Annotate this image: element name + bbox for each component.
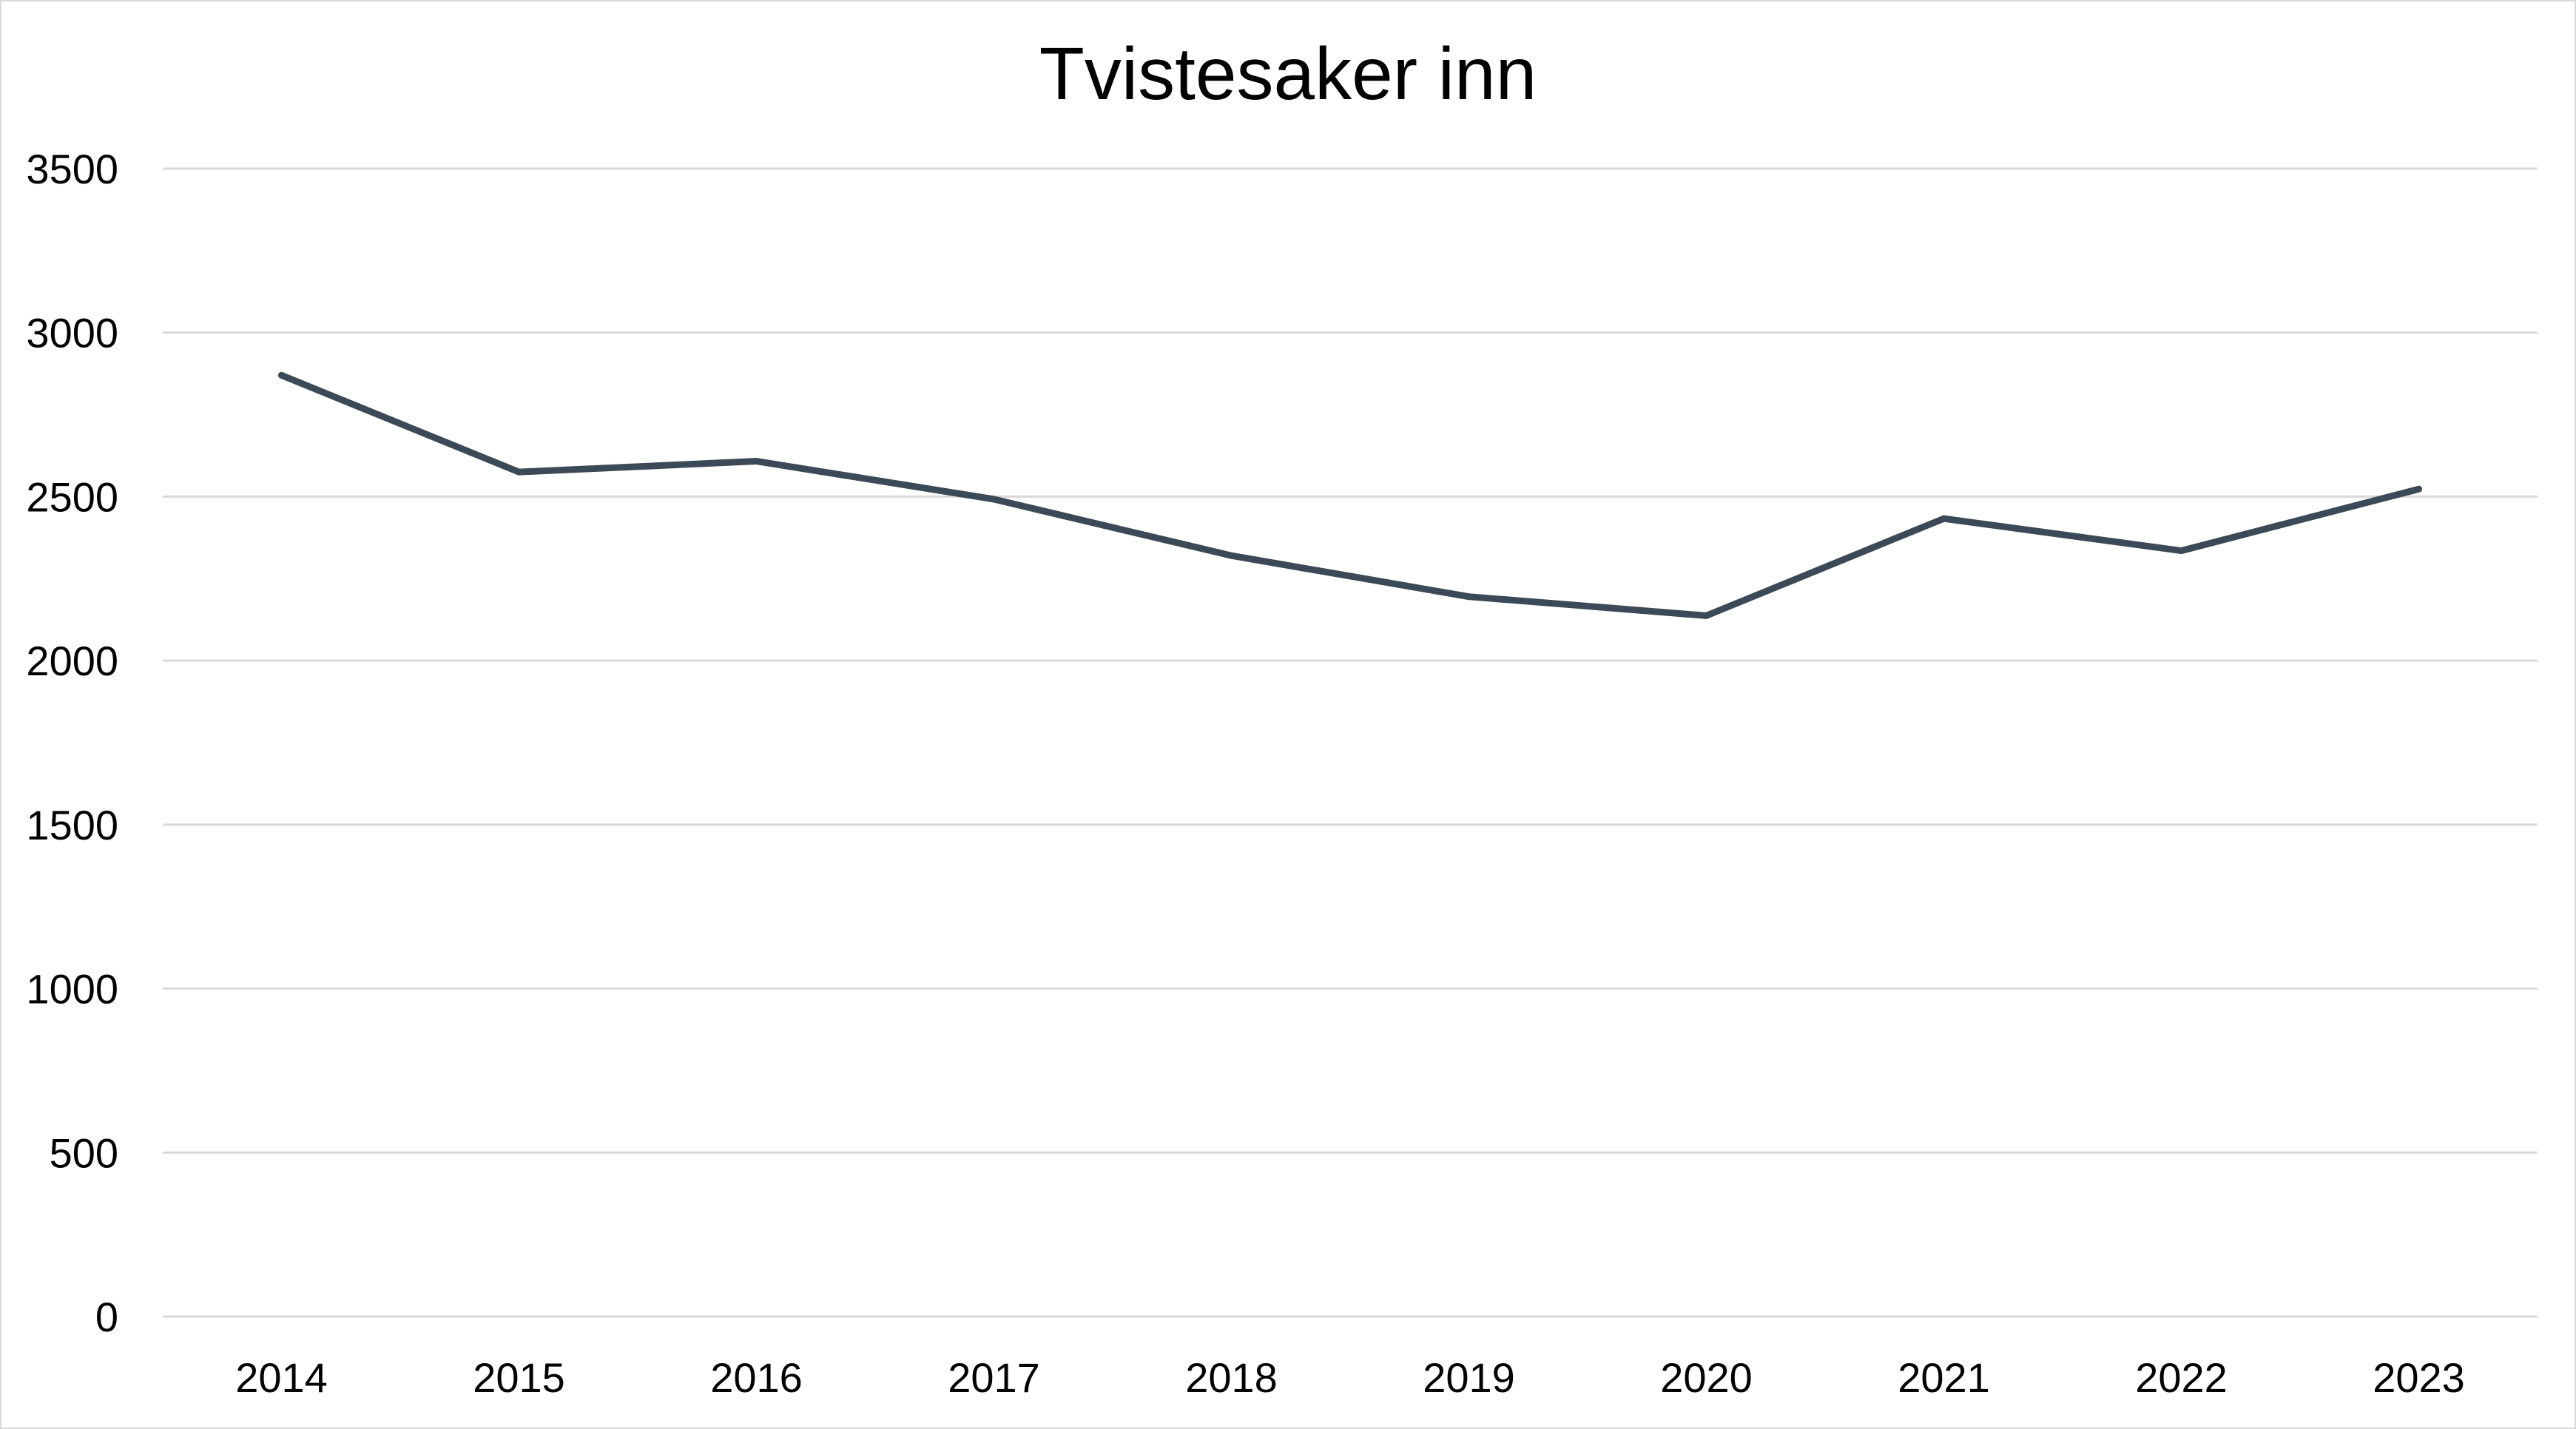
x-tick-label: 2014 [235, 1354, 328, 1401]
data-point-2023 [2415, 485, 2422, 493]
x-axis-tick-labels: 2014 2015 2016 2017 2018 2019 2020 2021 2022 2023 [235, 1354, 2465, 1401]
y-tick-label: 2500 [26, 473, 118, 520]
data-point-2017 [991, 496, 997, 503]
x-tick-label: 2018 [1185, 1354, 1278, 1401]
data-point-2020 [1703, 612, 1710, 619]
data-point-2022 [2178, 547, 2185, 555]
y-axis-tick-labels: 0 500 1000 1500 2000 2500 3000 3500 [26, 146, 118, 1340]
chart-title: Tvistesaker inn [1039, 33, 1537, 115]
y-tick-label: 2000 [26, 638, 118, 684]
data-point-2018 [1228, 552, 1235, 559]
y-tick-label: 1000 [26, 966, 118, 1013]
y-tick-label: 3500 [26, 146, 118, 192]
gridlines [163, 167, 2538, 1318]
y-tick-label: 3000 [26, 310, 118, 357]
data-point-2016 [753, 458, 760, 465]
x-tick-label: 2020 [1660, 1354, 1753, 1401]
x-tick-label: 2017 [948, 1354, 1040, 1401]
data-point-2014 [278, 371, 285, 379]
data-point-2021 [1941, 515, 1947, 522]
x-tick-label: 2022 [2135, 1354, 2228, 1401]
series-layer [278, 371, 2422, 619]
y-tick-label: 500 [50, 1129, 118, 1176]
y-tick-label: 1500 [26, 802, 118, 848]
x-tick-label: 2015 [473, 1354, 565, 1401]
series-line [278, 371, 2422, 619]
x-tick-label: 2023 [2373, 1354, 2465, 1401]
x-tick-label: 2019 [1423, 1354, 1515, 1401]
x-tick-label: 2016 [710, 1354, 803, 1401]
x-tick-label: 2021 [1898, 1354, 1990, 1401]
data-point-2015 [516, 468, 522, 476]
y-tick-label: 0 [95, 1294, 118, 1340]
data-point-2019 [1466, 593, 1472, 601]
